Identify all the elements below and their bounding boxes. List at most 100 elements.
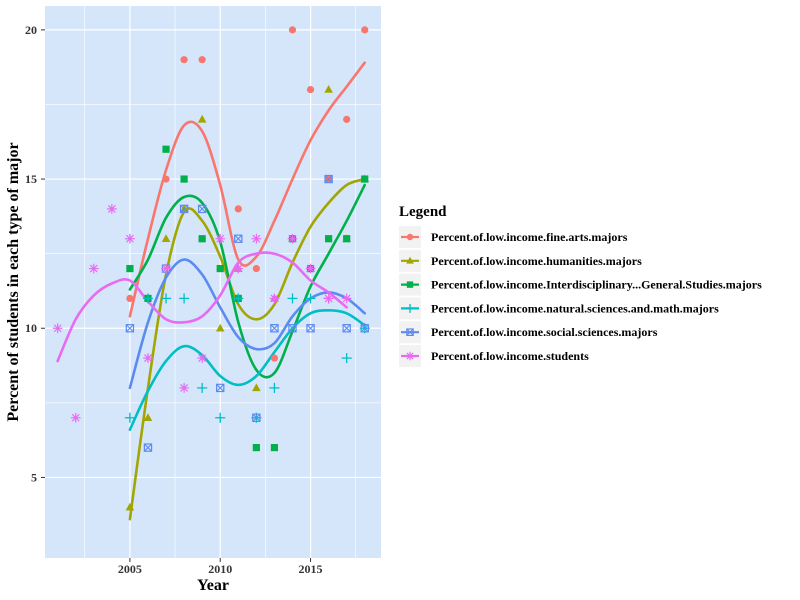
legend-item: Percent.of.low.income.humanities.majors <box>399 249 642 272</box>
data-point <box>180 175 188 183</box>
legend-marker <box>405 303 415 313</box>
x-tick-label: 2015 <box>299 562 323 576</box>
legend-marker <box>406 328 414 337</box>
data-point <box>143 353 153 363</box>
data-point <box>125 502 135 511</box>
data-point <box>305 293 316 304</box>
data-point <box>252 264 260 273</box>
legend-label: Percent.of.low.income.fine.arts.majors <box>431 230 628 244</box>
data-point <box>269 382 280 393</box>
data-point <box>270 324 279 333</box>
data-point <box>288 324 297 333</box>
legend-marker <box>406 256 414 264</box>
data-point <box>361 175 369 183</box>
data-point <box>162 145 170 153</box>
data-point <box>180 56 188 64</box>
data-point <box>52 323 63 334</box>
data-point <box>198 56 206 64</box>
data-point <box>287 293 298 304</box>
legend-title: Legend <box>399 204 447 220</box>
data-point <box>360 324 369 333</box>
y-tick-label: 15 <box>25 172 37 186</box>
y-axis: 5 10 15 20 <box>25 23 45 484</box>
data-point <box>325 235 333 243</box>
data-point <box>161 263 171 274</box>
legend-label: Percent.of.low.income.students <box>431 349 589 363</box>
data-point <box>143 413 153 422</box>
data-point <box>179 383 189 393</box>
plot-panel <box>45 6 381 558</box>
data-point <box>125 324 135 333</box>
legend: Legend Percent.of.low.income.fine.arts.m… <box>399 204 762 367</box>
data-point <box>215 233 226 244</box>
data-point <box>343 115 351 123</box>
x-axis: 2005 2010 2015 <box>118 558 323 576</box>
data-point <box>288 26 297 34</box>
legend-item: Percent.of.low.income.social.sciences.ma… <box>399 321 658 344</box>
data-point <box>197 114 207 123</box>
legend-marker <box>406 281 414 288</box>
legend-label: Percent.of.low.income.humanities.majors <box>431 254 642 268</box>
data-point <box>126 294 134 303</box>
data-point <box>251 233 262 244</box>
data-point <box>234 234 243 243</box>
data-point <box>197 382 208 393</box>
data-point <box>252 413 261 422</box>
data-point <box>324 174 333 184</box>
y-tick-label: 5 <box>31 470 37 484</box>
smooth-line-percent-of-low-income-fine-arts-majors <box>128 61 366 318</box>
data-point <box>361 26 369 34</box>
data-point <box>70 412 81 423</box>
legend-items: Percent.of.low.income.fine.arts.majors Pe… <box>399 226 762 367</box>
data-point <box>125 233 135 244</box>
data-point <box>198 235 206 243</box>
legend-item: Percent.of.low.income.fine.arts.majors <box>399 226 628 248</box>
legend-item: Percent.of.low.income.students <box>399 345 589 367</box>
smooth-line-percent-of-low-income-humanities-majors <box>128 177 366 521</box>
data-point <box>306 324 315 333</box>
data-point <box>179 204 189 214</box>
minor-gridlines <box>45 6 381 558</box>
data-point <box>233 293 244 304</box>
data-point <box>324 85 333 93</box>
data-point <box>162 175 170 183</box>
data-point <box>126 264 134 273</box>
data-point <box>215 323 225 332</box>
data-point <box>160 293 172 304</box>
smooth-line-percent-of-low-income-students <box>56 251 348 363</box>
smooth-line-percent-of-low-income-natural-sciences-and-math-majors <box>128 308 366 431</box>
data-point <box>269 293 280 304</box>
data-point <box>287 233 298 244</box>
y-tick-label: 10 <box>25 321 37 335</box>
data-point <box>270 354 279 362</box>
data-point <box>197 204 207 214</box>
data-point <box>341 293 352 304</box>
legend-label: Percent.of.low.income.natural.sciences.a… <box>431 301 719 315</box>
data-point <box>305 263 316 274</box>
legend-item: Percent.of.low.income.natural.sciences.a… <box>399 297 719 320</box>
smooth-lines <box>56 61 366 521</box>
data-point <box>234 205 242 213</box>
data-point <box>343 235 351 243</box>
x-tick-label: 2010 <box>208 562 232 576</box>
data-point <box>88 263 99 274</box>
data-point <box>342 324 351 333</box>
data-point <box>233 263 244 274</box>
data-point <box>341 353 352 364</box>
series-percent-of-low-income-students <box>52 204 352 423</box>
data-points <box>52 26 370 511</box>
legend-marker <box>405 351 415 361</box>
data-point <box>216 264 224 273</box>
data-point <box>142 293 154 304</box>
y-axis-title: Percent of students in each type of majo… <box>5 142 22 421</box>
data-point <box>215 412 226 423</box>
x-tick-label: 2005 <box>118 562 142 576</box>
x-axis-title: Year <box>197 577 229 594</box>
data-point <box>323 293 334 304</box>
data-point <box>143 443 153 452</box>
legend-label: Percent.of.low.income.Interdisciplinary.… <box>431 278 762 292</box>
data-point <box>161 234 171 242</box>
series-percent-of-low-income-social-sciences-majors <box>125 174 369 452</box>
data-point <box>124 412 135 423</box>
